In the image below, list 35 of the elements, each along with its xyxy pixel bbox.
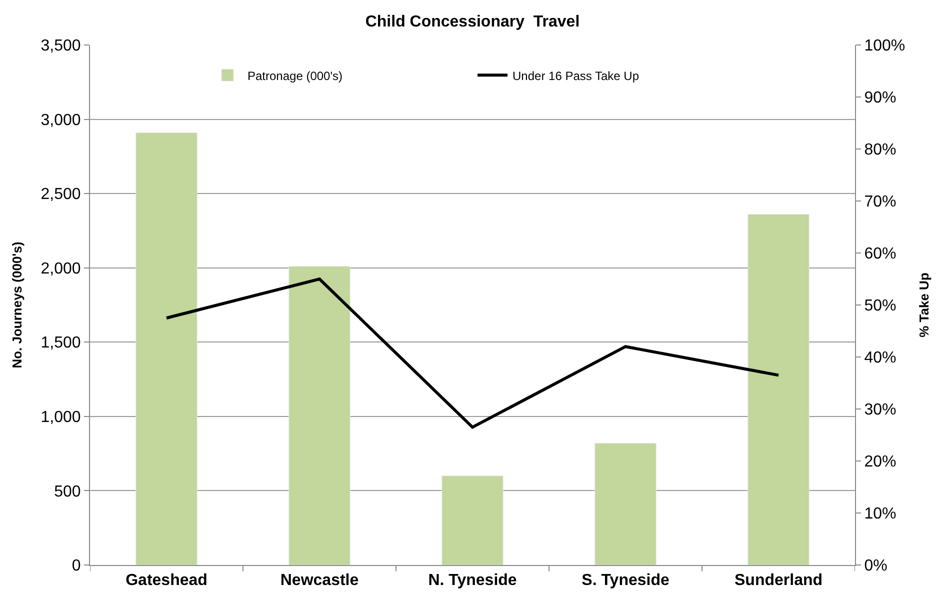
- x-tick-label: Newcastle: [280, 572, 359, 590]
- x-tick-label: Sunderland: [734, 572, 823, 590]
- y-tick-label: 1,500: [40, 334, 81, 352]
- y-tick-label: 0: [72, 558, 81, 575]
- chart-title: Child Concessionary Travel: [365, 13, 580, 30]
- y2-tick-label: 10%: [864, 506, 896, 523]
- x-tick-label: N. Tyneside: [428, 572, 517, 590]
- legend-label: Under 16 Pass Take Up: [512, 68, 640, 83]
- bar: [594, 442, 656, 565]
- y-tick-label: 3,000: [40, 112, 81, 129]
- y2-axis-title: % Take Up: [916, 272, 932, 338]
- y2-tick-label: 20%: [864, 454, 896, 471]
- y-tick-label: 500: [54, 483, 81, 500]
- y2-tick-label: 70%: [864, 194, 896, 211]
- legend-label: Patronage (000's): [248, 68, 343, 83]
- y2-tick-label: 90%: [864, 90, 896, 107]
- bar: [288, 266, 350, 565]
- bar: [442, 476, 504, 565]
- bar: [136, 132, 198, 565]
- y2-tick-label: 40%: [864, 350, 896, 367]
- x-tick-label: S. Tyneside: [582, 572, 670, 590]
- y2-tick-label: 80%: [864, 142, 896, 159]
- bar: [748, 214, 810, 565]
- y2-tick-label: 50%: [864, 298, 896, 315]
- x-tick-label: Gateshead: [126, 572, 208, 590]
- y-tick-label: 2,000: [40, 260, 81, 278]
- y2-tick-label: 30%: [864, 402, 896, 419]
- y-axis-title: No. Journeys (000's): [10, 242, 25, 368]
- y2-tick-label: 60%: [864, 246, 896, 263]
- y2-tick-label: 100%: [864, 38, 906, 55]
- y-tick-label: 1,000: [40, 409, 81, 426]
- y-tick-label: 3,500: [40, 38, 81, 55]
- y2-tick-label: 0%: [864, 558, 888, 575]
- line-series: [165, 278, 780, 429]
- y-tick-label: 2,500: [40, 186, 81, 204]
